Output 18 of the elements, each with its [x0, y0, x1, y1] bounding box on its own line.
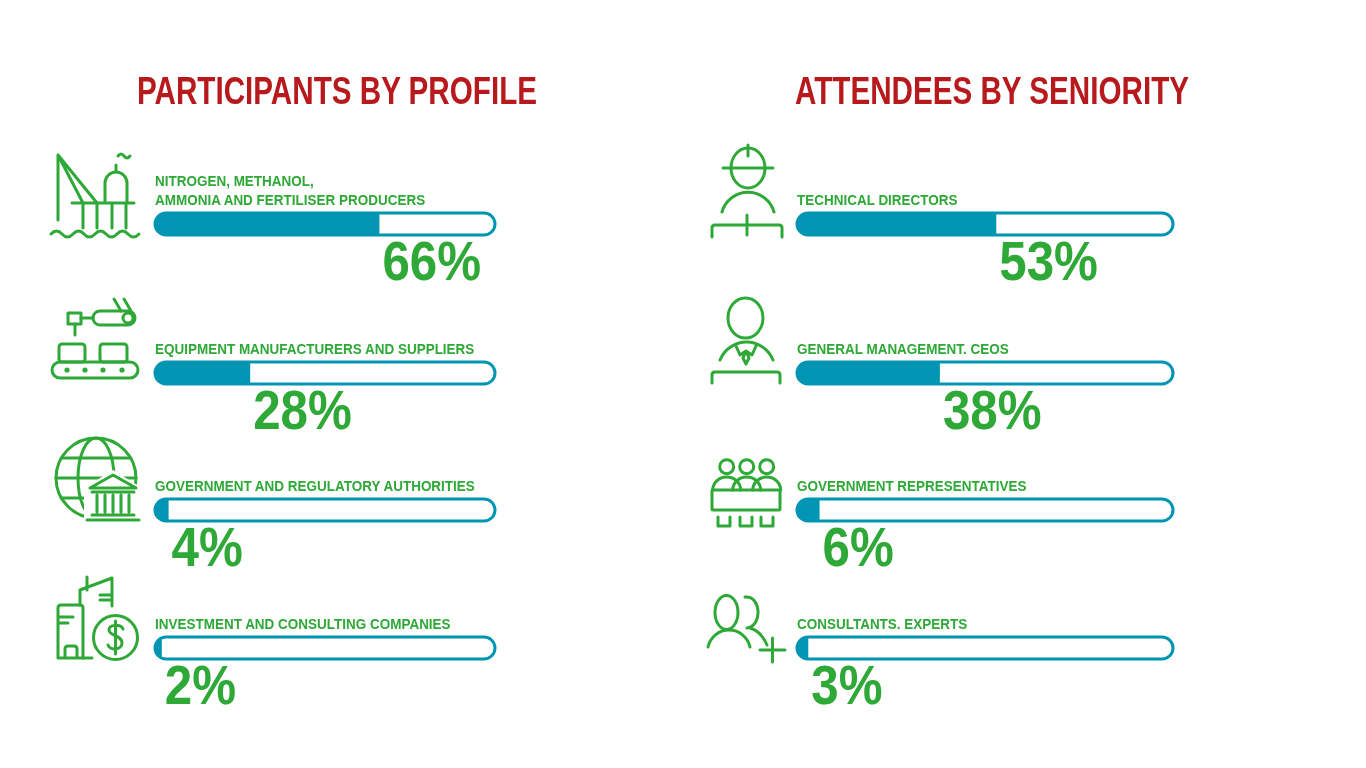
data-label: 6%: [822, 515, 894, 578]
category-label: EQUIPMENT MANUFACTURERS AND SUPPLIERS: [155, 340, 475, 358]
chart-title: PARTICIPANTS BY PROFILE: [137, 69, 537, 112]
category-label: GENERAL MANAGEMENT. CEOS: [797, 340, 1009, 358]
data-label: 53%: [999, 229, 1098, 292]
data-label: 66%: [382, 229, 482, 292]
chart-title: ATTENDEES BY SENIORITY: [795, 69, 1190, 112]
category-label: INVESTMENT AND CONSULTING COMPANIES: [155, 615, 451, 633]
category-label: NITROGEN, METHANOL, AMMONIA AND FERTILISER PRODUCERS: [155, 172, 426, 209]
data-label: 3%: [811, 653, 883, 716]
category-label: GOVERNMENT AND REGULATORY AUTHORITIES: [155, 477, 475, 495]
category-label: TECHNICAL DIRECTORS: [797, 191, 958, 209]
data-label: 28%: [253, 378, 352, 441]
category-label: CONSULTANTS. EXPERTS: [797, 615, 968, 633]
data-label: 38%: [942, 378, 1042, 441]
data-label: 2%: [164, 653, 237, 716]
data-label: 4%: [171, 515, 243, 578]
category-label: GOVERNMENT REPRESENTATIVES: [797, 477, 1027, 495]
